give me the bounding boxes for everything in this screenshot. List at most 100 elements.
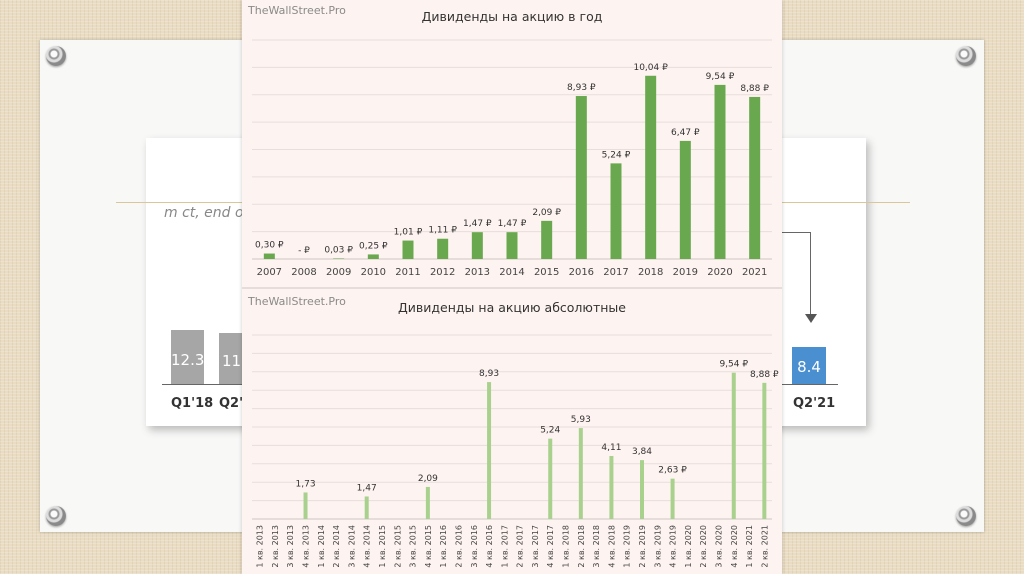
data-label: 1,11 ₽	[428, 226, 457, 236]
tick-label: 2 кв. 2019	[638, 525, 647, 568]
bar	[610, 163, 622, 259]
data-label: 1,73	[296, 479, 316, 489]
bar	[471, 232, 483, 259]
bar	[425, 486, 430, 519]
data-label: 1,01 ₽	[394, 228, 423, 238]
data-label: 10,04 ₽	[633, 63, 668, 73]
tick-label: 2 кв. 2016	[454, 525, 463, 568]
chart-watermark: TheWallStreet.Pro	[248, 295, 346, 308]
tick-label: 2 кв. 2014	[332, 525, 341, 568]
tick-label: 2014	[499, 267, 524, 278]
data-label: 9,54 ₽	[706, 72, 735, 82]
tick-label: 2 кв. 2021	[760, 525, 769, 568]
rivet-top-right	[956, 46, 976, 66]
bar	[609, 455, 614, 519]
tick-label: 1 кв. 2020	[684, 525, 693, 568]
data-label: 6,47 ₽	[671, 128, 700, 138]
arrow-horizontal	[780, 232, 811, 233]
tick-label: 1 кв. 2016	[439, 525, 448, 568]
bar	[640, 460, 644, 519]
tick-label: 4 кв. 2016	[485, 525, 494, 568]
bar	[731, 372, 736, 519]
tick-label: 1 кв. 2021	[745, 525, 754, 568]
data-label: 2,09	[418, 474, 438, 484]
tick-label: 2007	[257, 267, 282, 278]
tick-label: 3 кв. 2015	[409, 525, 418, 568]
tick-label: 3 кв. 2020	[714, 525, 723, 568]
tick-label: 2018	[638, 267, 663, 278]
data-label: 0,25 ₽	[359, 241, 388, 251]
bar	[333, 258, 345, 259]
bar	[303, 492, 308, 519]
tick-label: 2 кв. 2020	[699, 525, 708, 568]
bg-label-q2-21: Q2'21	[793, 396, 836, 411]
tick-label: 2 кв. 2018	[577, 525, 586, 568]
data-label: 2,09 ₽	[532, 208, 561, 218]
data-label: - ₽	[298, 246, 310, 256]
tick-label: 4 кв. 2017	[546, 525, 555, 568]
tick-label: 2009	[326, 267, 351, 278]
arrow-vertical	[810, 232, 811, 318]
bar	[670, 478, 675, 519]
tick-label: 2012	[430, 267, 455, 278]
data-label: 5,24 ₽	[602, 150, 631, 160]
chart-title: Дивиденды на акцию абсолютные	[398, 300, 626, 315]
bar	[402, 240, 414, 259]
data-label: 8,93	[479, 369, 499, 379]
bar	[578, 428, 583, 519]
bar	[506, 232, 518, 259]
tick-label: 3 кв. 2019	[653, 525, 662, 568]
tick-label: 2021	[742, 267, 767, 278]
bg-bar-q2-21: 8.4	[792, 347, 826, 384]
chart-panel: TheWallStreet.Pro Дивиденды на акцию в г…	[242, 0, 782, 574]
background-italic-text: m ct, end of	[164, 205, 249, 221]
tick-label: 2 кв. 2017	[516, 525, 525, 568]
bar	[575, 96, 587, 259]
tick-label: 4 кв. 2020	[730, 525, 739, 568]
tick-label: 2017	[603, 267, 628, 278]
bar	[437, 238, 449, 259]
arrow-down-icon	[805, 314, 817, 323]
data-label: 1,47 ₽	[498, 219, 527, 229]
quarterly-dividend-chart: TheWallStreet.Pro Дивиденды на акцию абс…	[242, 289, 782, 574]
bar	[541, 220, 553, 259]
tick-label: 2016	[569, 267, 594, 278]
bar	[679, 140, 691, 259]
annual-dividend-chart: TheWallStreet.Pro Дивиденды на акцию в г…	[242, 0, 782, 287]
tick-label: 3 кв. 2018	[592, 525, 601, 568]
bar	[714, 84, 726, 260]
data-label: 1,47 ₽	[463, 219, 492, 229]
tick-label: 2013	[465, 267, 490, 278]
tick-label: 1 кв. 2014	[317, 525, 326, 568]
chart-watermark: TheWallStreet.Pro	[248, 4, 346, 17]
data-label: 9,54 ₽	[719, 360, 748, 370]
bar	[263, 253, 275, 259]
bg-bar-value: 12.3	[171, 351, 205, 369]
tick-label: 1 кв. 2013	[256, 525, 265, 568]
bg-label-q1-18: Q1'18	[171, 396, 214, 411]
tick-label: 1 кв. 2019	[623, 525, 632, 568]
data-label: 4,11	[601, 443, 621, 453]
bar	[487, 382, 492, 519]
tick-label: 2010	[361, 267, 386, 278]
data-label: 8,88 ₽	[740, 84, 769, 94]
tick-label: 2 кв. 2015	[393, 525, 402, 568]
tick-label: 3 кв. 2016	[470, 525, 479, 568]
data-label: 0,03 ₽	[324, 245, 353, 255]
tick-label: 4 кв. 2015	[424, 525, 433, 568]
tick-label: 2011	[395, 267, 420, 278]
tick-label: 4 кв. 2018	[607, 525, 616, 568]
chart-divider	[242, 287, 782, 289]
bar	[367, 254, 379, 259]
rivet-bottom-right	[956, 506, 976, 526]
data-label: 3,84	[632, 447, 652, 457]
tick-label: 2015	[534, 267, 559, 278]
chart-title: Дивиденды на акцию в год	[421, 9, 603, 24]
bar	[364, 496, 369, 519]
annual-dividend-plot: 0,30 ₽ 2007 - ₽ 2008 0,03 ₽ 2009 0,25 ₽ 2010 1,0…	[252, 39, 772, 278]
tick-label: 3 кв. 2013	[286, 525, 295, 568]
tick-label: 2 кв. 2013	[271, 525, 280, 568]
tick-label: 2020	[707, 267, 732, 278]
bar	[749, 96, 761, 259]
bg-bar-q1-18: 12.3	[171, 330, 204, 384]
